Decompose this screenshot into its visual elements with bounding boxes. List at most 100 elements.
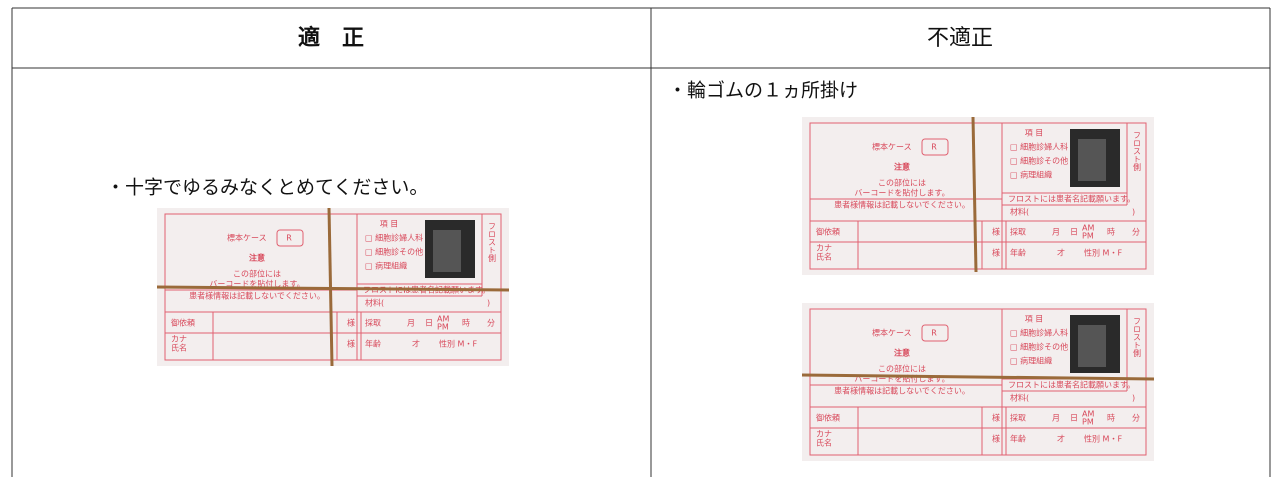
label-text: 採取 [1010,413,1026,423]
label-text: 年齢 [1010,434,1026,444]
label-text: 氏名 [816,438,832,448]
label-text: フロスト側 [1133,131,1142,171]
label-text: □ 細胞診婦人科 [365,233,423,243]
label-text: この部位には [233,269,281,279]
label-text: 注意 [249,253,265,263]
label-text: 性別 M・F [439,339,477,349]
label-text: 注意 [894,348,910,358]
case-code-box [921,138,949,156]
label-text: 様 [992,227,1000,237]
label-text: □ 細胞診婦人科 [1010,328,1068,338]
frost-window [433,230,461,272]
rubber-band [156,285,510,292]
label-text: 様 [992,434,1000,444]
label-text: 材料( [1010,207,1029,217]
label-text: 患者様情報は記載しないでください。 [189,291,325,301]
label-text: □ 細胞診その他 [1010,342,1068,352]
label-text: 項 目 [1025,315,1044,324]
label-text: 標本ケース [227,233,267,243]
label-text: □ 細胞診婦人科 [1010,142,1068,152]
label-text: 標本ケース [872,328,912,338]
label-text: □ 病理組織 [365,261,407,271]
photo-improper-horizontal: 標本ケース R 注意この部位にはバーコードを貼付します。患者様情報は記載しないでくだ… [801,303,1155,461]
label-text: カナ [171,335,187,344]
label-text: ) [487,299,490,308]
label-text: ) [1132,394,1135,403]
rubber-band [801,373,1155,381]
label-text: 月 [407,319,415,328]
label-text: フロストには患者名記載願います。 [1008,194,1135,204]
label-text: 氏名 [816,252,832,262]
label-text: フロストには患者名記載願います。 [1008,380,1135,390]
label-text: □ 病理組織 [1010,356,1052,366]
label-text: 患者様情報は記載しないでください。 [834,386,970,396]
label-text: フロスト側 [488,222,497,262]
label-text: □ 病理組織 [1010,170,1052,180]
label-text: PM [437,323,449,332]
label-text: 性別 M・F [1084,434,1122,444]
label-text: 才 [1057,434,1065,444]
label-text: 年齢 [365,339,381,349]
frost-window [1078,139,1106,181]
label-text: 様 [347,339,355,349]
label-text: 材料( [365,298,384,308]
case-code-box [276,229,304,247]
label-text: 様 [992,248,1000,258]
label-text: 月 [1052,228,1060,237]
label-text: PM [1082,418,1094,427]
label-text: 項 目 [380,220,399,229]
label-text: 注意 [894,162,910,172]
rubber-band [971,116,978,273]
label-text: 日 [1070,228,1078,237]
label-text: バーコードを貼付します。 [854,374,949,384]
label-text: 材料( [1010,393,1029,403]
label-text: 分 [1132,414,1140,423]
label-text: 採取 [1010,227,1026,237]
label-text: ) [1132,208,1135,217]
improper-text: ・輪ゴムの１ヵ所掛け [668,80,858,102]
label-text: AM [1082,410,1094,419]
label-text: 患者様情報は記載しないでください。 [834,200,970,210]
label-text: 才 [1057,248,1065,258]
label-border [809,122,1147,270]
label-text: フロスト側 [1133,317,1142,357]
label-text: AM [437,315,449,324]
label-text: カナ [816,430,832,439]
label-text: □ 細胞診その他 [365,247,423,257]
label-text: 分 [487,319,495,328]
label-text: AM [1082,224,1094,233]
label-text: □ 細胞診その他 [1010,156,1068,166]
header-proper: 適 正 [298,25,364,51]
label-text: 年齢 [1010,248,1026,258]
label-text: この部位には [878,178,926,188]
label-text: バーコードを貼付します。 [209,279,304,289]
label-text: 御依頼 [816,413,840,423]
label-text: 時 [1107,228,1115,237]
label-text: 性別 M・F [1084,248,1122,258]
label-text: PM [1082,232,1094,241]
label-text: 標本ケース [872,142,912,152]
header-improper: 不適正 [927,26,993,51]
label-text: 日 [425,319,433,328]
photo-improper-vertical: 標本ケース R 注意この部位にはバーコードを貼付します。患者様情報は記載しないでくだ… [802,116,1154,275]
table-frame [11,7,1271,477]
label-text: 日 [1070,414,1078,423]
label-text: 御依頼 [816,227,840,237]
label-border [809,308,1147,456]
label-text: バーコードを貼付します。 [854,188,949,198]
label-text: 時 [462,319,470,328]
label-text: 項 目 [1025,129,1044,138]
label-text: この部位には [878,364,926,374]
label-text: 月 [1052,414,1060,423]
frost-window [1078,325,1106,367]
label-text: 採取 [365,318,381,328]
label-text: 様 [347,318,355,328]
label-text: 才 [412,339,420,349]
label-text: 氏名 [171,343,187,353]
label-text: 様 [992,413,1000,423]
proper-text: ・十字でゆるみなくとめてください。 [106,177,428,199]
case-code-box [921,324,949,342]
label-text: カナ [816,244,832,253]
label-text: R [931,329,937,338]
